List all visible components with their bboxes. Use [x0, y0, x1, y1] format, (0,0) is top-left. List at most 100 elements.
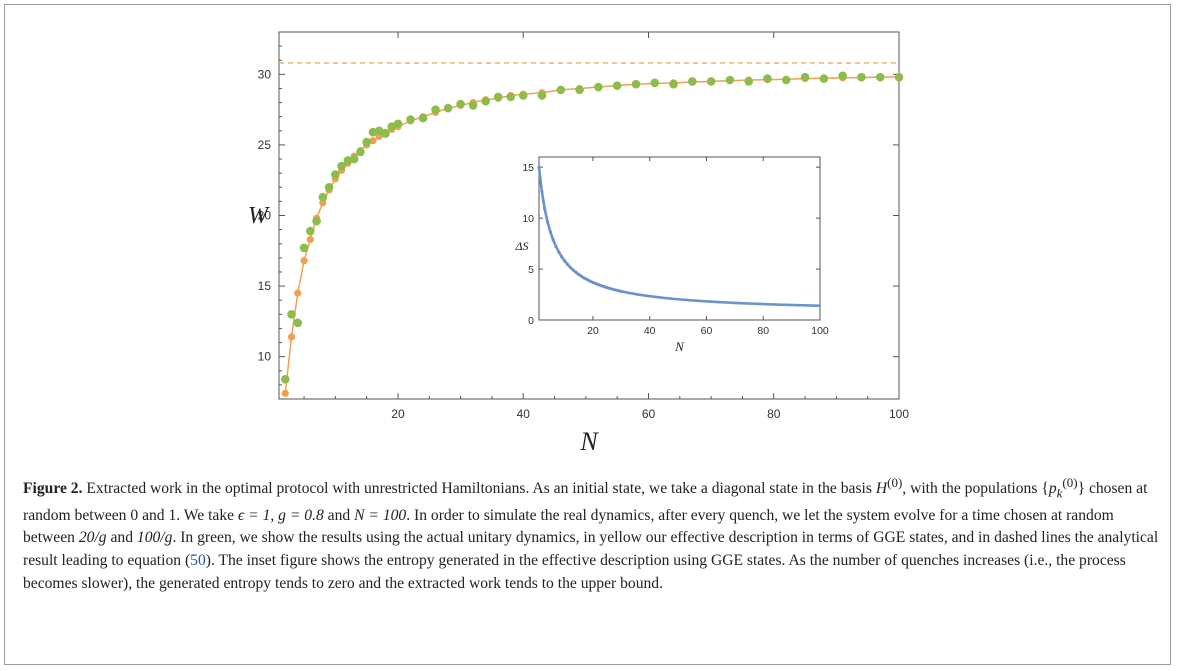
- unitary-point: [356, 147, 365, 157]
- inset-x-tick-label: 40: [644, 325, 656, 337]
- inset-y-tick-label: 15: [522, 162, 534, 174]
- unitary-point: [349, 154, 359, 164]
- y-tick-label: 15: [258, 279, 272, 293]
- unitary-point: [506, 92, 516, 102]
- gge-point: [281, 389, 289, 397]
- entropy-point: [582, 276, 587, 280]
- unitary-point: [650, 78, 660, 88]
- caption-math-pop-sub: k: [1056, 485, 1063, 501]
- entropy-point: [614, 288, 618, 292]
- unitary-point: [324, 182, 334, 192]
- caption-text: , with the populations {: [902, 480, 1049, 498]
- caption-math-pop: p: [1048, 480, 1057, 498]
- caption-text: . In green, we show the results using th…: [23, 529, 1159, 570]
- figure-frame: 20 40 60 80 100 10 15 20 25 30 N W 20 40 60 80 100 0 5 10 1…: [4, 4, 1171, 665]
- unitary-point: [331, 170, 340, 179]
- unitary-point: [575, 85, 584, 95]
- gge-point: [306, 235, 314, 244]
- y-tick-label: 20: [258, 209, 272, 223]
- entropy-point: [548, 230, 552, 234]
- unitary-point: [781, 75, 791, 85]
- caption-math-t1: 20/g: [78, 529, 107, 547]
- entropy-point: [619, 289, 623, 293]
- inset-x-tick-label: 100: [811, 325, 829, 337]
- entropy-point: [585, 278, 589, 282]
- unitary-point: [280, 374, 290, 384]
- entropy-point: [611, 287, 615, 291]
- entropy-point: [599, 284, 604, 288]
- entropy-point: [608, 286, 612, 291]
- inset-background: [523, 152, 827, 352]
- gge-point: [294, 289, 302, 297]
- x-axis-label: N: [579, 427, 599, 456]
- unitary-point: [838, 71, 847, 81]
- entropy-point: [602, 285, 606, 289]
- entropy-point: [591, 280, 595, 285]
- entropy-point: [543, 207, 547, 211]
- caption-text: and: [106, 529, 137, 547]
- x-tick-label: 100: [889, 407, 909, 421]
- unitary-point: [312, 216, 321, 226]
- entropy-point: [579, 274, 584, 278]
- inset-x-tick-label: 20: [587, 325, 599, 337]
- unitary-point: [443, 103, 453, 113]
- figure-caption: Figure 2. Extracted work in the optimal …: [23, 472, 1163, 595]
- unitary-point: [299, 243, 309, 253]
- gge-point: [287, 333, 296, 341]
- y-tick-label: 25: [258, 138, 272, 152]
- unitary-point: [537, 91, 547, 100]
- caption-math-pop-sup: (0): [1062, 475, 1078, 490]
- unitary-point: [800, 72, 810, 82]
- inset-y-tick-label: 5: [528, 264, 534, 276]
- unitary-point: [418, 113, 428, 123]
- equation-link[interactable]: 50: [190, 552, 206, 570]
- unitary-point: [518, 91, 528, 100]
- caption-text: } chosen at random between 0 and 1. We t…: [23, 480, 1148, 524]
- caption-math-t2: 100/g: [136, 529, 173, 547]
- figure-plot: 20 40 60 80 100 10 15 20 25 30 N W 20 40 60 80 100 0 5 10 1…: [248, 31, 909, 456]
- caption-text: ,: [270, 506, 279, 524]
- caption-text: Extracted work in the optimal protocol w…: [82, 480, 876, 498]
- x-tick-label: 40: [517, 407, 531, 421]
- entropy-point: [565, 262, 569, 266]
- caption-math-basis: H: [875, 480, 888, 498]
- gge-point: [369, 137, 377, 145]
- entropy-point: [574, 270, 578, 274]
- entropy-point: [554, 244, 558, 249]
- x-tick-label: 80: [767, 407, 781, 421]
- inset-x-axis-label: N: [674, 339, 685, 354]
- entropy-point: [557, 250, 561, 254]
- unitary-point: [594, 82, 603, 92]
- entropy-point: [577, 272, 581, 277]
- entropy-point: [537, 165, 541, 169]
- y-tick-label: 10: [258, 350, 272, 364]
- y-axis-label: W: [248, 203, 270, 229]
- unitary-point: [875, 72, 885, 82]
- x-tick-label: 60: [642, 407, 656, 421]
- inset-plot-area: [538, 156, 821, 321]
- unitary-point: [819, 74, 829, 83]
- unitary-point: [669, 79, 678, 89]
- unitary-point: [381, 129, 390, 138]
- caption-label: Figure 2.: [23, 480, 83, 498]
- unitary-point: [456, 99, 465, 109]
- inset-y-axis-label: ΔS: [514, 239, 528, 253]
- inset-x-tick-label: 80: [757, 325, 769, 337]
- inset-chart: 20 40 60 80 100 0 5 10 15 N ΔS: [514, 152, 829, 354]
- entropy-point: [562, 259, 567, 263]
- entropy-point: [597, 283, 601, 287]
- entropy-point: [571, 268, 575, 272]
- unitary-point: [337, 161, 346, 171]
- unitary-point: [631, 79, 641, 89]
- unitary-point: [556, 85, 566, 95]
- unitary-point: [612, 81, 622, 90]
- inset-y-tick-label: 0: [528, 315, 534, 327]
- inset-y-tick-label: 10: [522, 213, 534, 225]
- entropy-curve: [537, 167, 821, 308]
- unitary-point: [706, 77, 716, 86]
- entropy-point: [560, 255, 564, 259]
- caption-text: and: [323, 506, 355, 524]
- gge-point: [300, 257, 308, 265]
- unitary-point: [468, 101, 478, 110]
